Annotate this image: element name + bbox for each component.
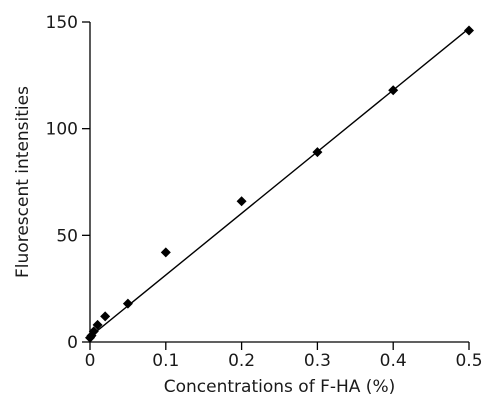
x-tick-label: 0.3 xyxy=(304,351,331,371)
data-point xyxy=(122,298,133,309)
fit-line xyxy=(89,27,470,338)
x-axis-title: Concentrations of F-HA (%) xyxy=(164,377,395,397)
data-point xyxy=(236,196,247,207)
data-point xyxy=(464,25,474,36)
fit-line-group xyxy=(89,27,470,338)
y-tick-label: 150 xyxy=(46,13,78,33)
y-tick-label: 0 xyxy=(67,333,78,353)
x-tick-label: 0.2 xyxy=(228,351,255,371)
plot-area: 0 50 100 150 0 0.1 0.2 0.3 0.4 0.5 xyxy=(46,13,483,371)
data-point xyxy=(160,247,171,258)
data-point xyxy=(92,319,103,330)
y-axis-title: Fluorescent intensities xyxy=(13,86,33,278)
y-tick-label: 50 xyxy=(56,226,78,246)
y-tick-label: 100 xyxy=(46,120,78,140)
x-tick-label: 0 xyxy=(85,351,96,371)
data-point xyxy=(100,311,111,322)
y-axis-ticks: 0 50 100 150 xyxy=(46,13,90,353)
x-axis-ticks: 0 0.1 0.2 0.3 0.4 0.5 xyxy=(85,342,483,371)
x-tick-label: 0.1 xyxy=(152,351,179,371)
data-point xyxy=(312,147,323,158)
x-tick-label: 0.5 xyxy=(455,351,482,371)
data-point xyxy=(88,326,99,337)
data-point xyxy=(388,85,399,96)
data-points xyxy=(85,25,474,343)
x-tick-label: 0.4 xyxy=(380,351,407,371)
